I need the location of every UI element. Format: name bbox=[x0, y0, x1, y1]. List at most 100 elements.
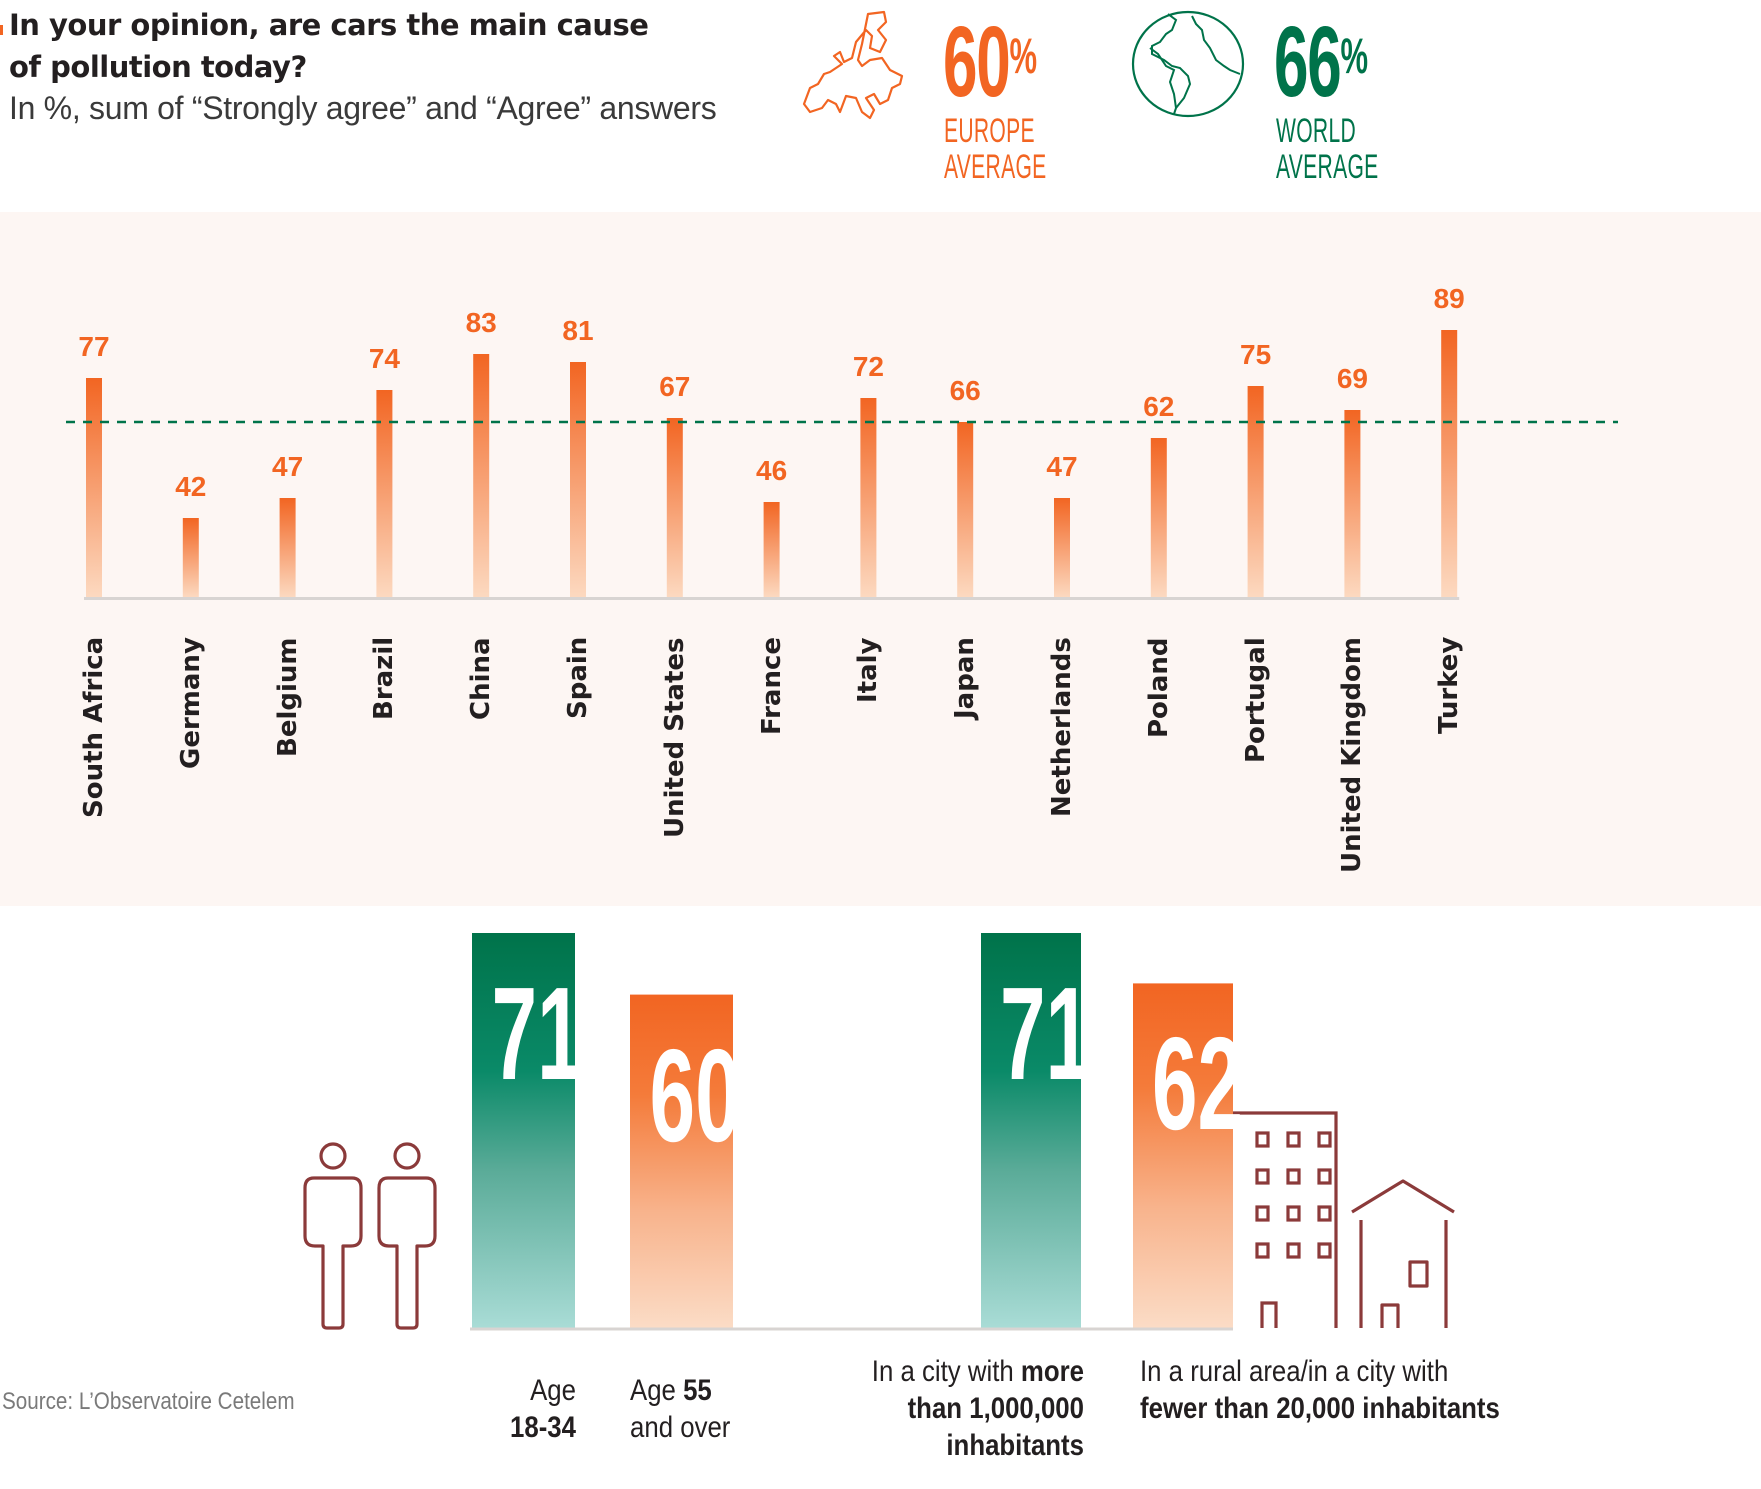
bar-italy bbox=[860, 398, 877, 597]
caption-age-55-over: Age 55 and over bbox=[630, 1372, 802, 1446]
globe-icon bbox=[1131, 10, 1245, 118]
bar-germany bbox=[182, 518, 199, 597]
house-icon bbox=[1351, 1179, 1455, 1328]
caption-age-young-line-2: 18-34 bbox=[510, 1411, 576, 1444]
country-label: Spain bbox=[563, 636, 593, 719]
window-icon bbox=[1255, 1131, 1270, 1148]
country-label: Netherlands bbox=[1047, 637, 1077, 817]
chart-subtitle: In %, sum of “Strongly agree” and “Agree… bbox=[9, 90, 717, 126]
bar-united-states bbox=[666, 418, 683, 597]
value-label: 42 bbox=[175, 471, 206, 502]
value-label: 66 bbox=[950, 375, 981, 406]
caption-big-city-line-2: than 1,000,000 bbox=[907, 1392, 1084, 1425]
window-icon bbox=[1255, 1205, 1270, 1222]
caption-age-old-number: 55 bbox=[683, 1374, 712, 1407]
bar-france bbox=[763, 502, 780, 597]
country-label: France bbox=[756, 636, 787, 735]
title-line-2: of pollution today? bbox=[9, 50, 307, 84]
window-icon bbox=[1286, 1205, 1301, 1222]
bar-united-kingdom bbox=[1344, 410, 1361, 597]
value-label: 47 bbox=[272, 451, 303, 482]
segment-value-label: 71 bbox=[1000, 960, 1092, 1107]
caption-age-old-line-2: and over bbox=[630, 1411, 731, 1444]
country-bar-chart: 77 42 47 74 83 81 67 46 72 66 47 62 75 69 89 bbox=[66, 283, 1618, 600]
window-icon bbox=[1255, 1168, 1270, 1185]
title-line-1: In your opinion, are cars the main cause bbox=[9, 8, 649, 42]
caption-big-city-bold: more bbox=[1020, 1355, 1084, 1388]
chart-title: In your opinion, are cars the main cause… bbox=[9, 4, 649, 88]
country-label: Turkey bbox=[1434, 636, 1465, 734]
value-label: 74 bbox=[369, 343, 401, 374]
caption-age-young-line-1: Age bbox=[530, 1374, 576, 1407]
segment-value-label: 71 bbox=[491, 960, 583, 1107]
window-icon bbox=[1255, 1242, 1270, 1259]
window-icon bbox=[1286, 1242, 1301, 1259]
country-label: South Africa bbox=[79, 636, 109, 818]
world-average-value: 66% bbox=[1274, 12, 1368, 112]
caption-age-old-prefix: Age bbox=[630, 1374, 684, 1407]
value-label: 67 bbox=[659, 371, 690, 402]
bar-brazil bbox=[376, 390, 393, 597]
apartment-building-icon bbox=[1233, 1111, 1338, 1328]
caption-small-city-line-2: fewer than 20,000 inhabitants bbox=[1140, 1392, 1500, 1425]
bar-belgium bbox=[279, 498, 296, 597]
caption-age-18-34: Age 18-34 bbox=[485, 1372, 576, 1446]
value-label: 62 bbox=[1143, 391, 1174, 422]
caption-big-city: In a city with more than 1,000,000 inhab… bbox=[805, 1353, 1084, 1464]
value-label: 75 bbox=[1240, 339, 1271, 370]
value-label: 69 bbox=[1337, 363, 1368, 394]
window-icon bbox=[1317, 1242, 1332, 1259]
country-label: China bbox=[466, 637, 497, 720]
people-icon bbox=[303, 1142, 437, 1330]
value-label: 46 bbox=[756, 455, 787, 486]
bar-netherlands bbox=[1054, 498, 1070, 597]
caption-small-city: In a rural area/in a city with fewer tha… bbox=[1140, 1353, 1536, 1427]
segment-bar bbox=[472, 933, 575, 1328]
source-note: Source: L’Observatoire Cetelem bbox=[2, 1388, 295, 1415]
europe-label-line-2: AVERAGE bbox=[944, 148, 1047, 186]
value-label: 81 bbox=[562, 315, 593, 346]
bar-japan bbox=[957, 422, 974, 597]
segment-bar bbox=[630, 994, 733, 1328]
world-average-number: 66 bbox=[1274, 6, 1342, 118]
segment-value-label: 60 bbox=[649, 1021, 741, 1169]
caption-big-city-line-3: inhabitants bbox=[946, 1429, 1084, 1462]
caption-small-city-line-1: In a rural area/in a city with bbox=[1140, 1355, 1449, 1388]
window-icon bbox=[1317, 1205, 1332, 1222]
bar-poland bbox=[1150, 438, 1167, 597]
country-label: United Kingdom bbox=[1337, 636, 1368, 873]
bar-turkey bbox=[1441, 330, 1458, 597]
bar-spain bbox=[570, 362, 586, 597]
country-label: Portugal bbox=[1240, 637, 1271, 763]
bar-china bbox=[473, 354, 490, 597]
accent-mark bbox=[0, 25, 3, 35]
window-icon bbox=[1286, 1131, 1301, 1148]
europe-label-line-1: EUROPE bbox=[944, 112, 1035, 150]
country-label: Italy bbox=[853, 637, 884, 703]
segment-bar-chart bbox=[303, 933, 1455, 1331]
window-icon bbox=[1317, 1131, 1332, 1148]
europe-average-value: 60% bbox=[943, 12, 1037, 112]
country-label: Germany bbox=[175, 637, 206, 769]
bar-south-africa bbox=[86, 378, 102, 597]
country-label: Poland bbox=[1143, 637, 1174, 739]
segment-value-label: 62 bbox=[1152, 1010, 1244, 1158]
caption-big-city-prefix: In a city with bbox=[871, 1355, 1021, 1388]
country-label: Brazil bbox=[369, 636, 400, 720]
window-icon bbox=[1317, 1168, 1332, 1185]
country-label: Japan bbox=[950, 637, 981, 719]
value-label: 89 bbox=[1434, 283, 1465, 314]
country-label: United States bbox=[659, 637, 690, 839]
value-label: 47 bbox=[1046, 451, 1077, 482]
world-label-line-1: WORLD bbox=[1276, 112, 1357, 150]
europe-average-unit: % bbox=[1009, 28, 1037, 84]
bar-portugal bbox=[1247, 386, 1264, 597]
world-label-line-2: AVERAGE bbox=[1276, 148, 1379, 186]
value-label: 72 bbox=[853, 351, 884, 382]
window-icon bbox=[1286, 1168, 1301, 1185]
europe-map-icon bbox=[802, 10, 904, 120]
value-label: 83 bbox=[466, 307, 497, 338]
country-label: Belgium bbox=[272, 637, 303, 758]
value-label: 77 bbox=[78, 331, 109, 362]
segment-bar bbox=[1133, 983, 1233, 1328]
